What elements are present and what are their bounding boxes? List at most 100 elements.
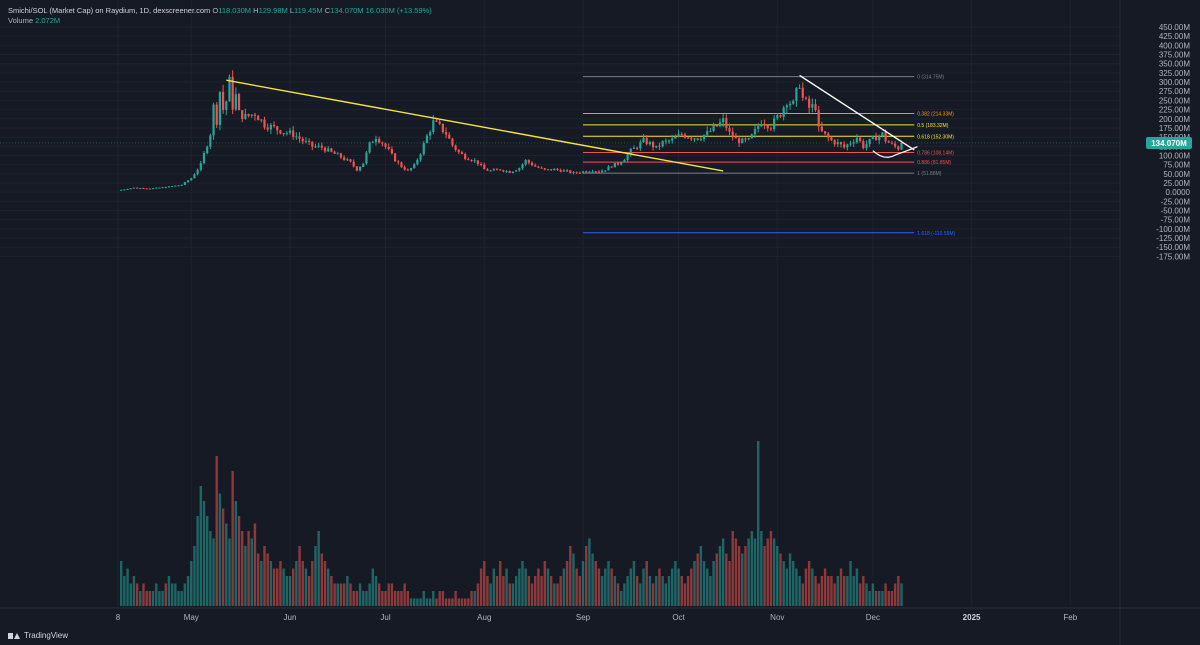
volume-bar — [435, 598, 438, 606]
grid — [0, 142, 1120, 144]
volume-bar — [686, 576, 690, 606]
candle-body — [836, 142, 839, 145]
symbol-title[interactable]: Smichi/SOL (Market Cap) on Raydium, 1D, … — [8, 6, 211, 15]
candle-body — [575, 172, 578, 174]
candle-body — [785, 105, 788, 108]
volume-bar — [626, 576, 629, 606]
time-tick-label: Dec — [866, 613, 880, 622]
candle-body — [651, 141, 655, 148]
candle-body — [881, 132, 884, 136]
volume-bar — [193, 546, 196, 606]
candle-body — [378, 138, 381, 143]
volume-bar — [400, 591, 403, 606]
drawn-trendlines[interactable] — [226, 74, 918, 172]
price-axis[interactable]: 450.00M425.00M400.00M375.00M350.00M325.0… — [1119, 0, 1191, 645]
candle-body — [457, 149, 460, 153]
candle-body — [381, 142, 384, 144]
candle-body — [136, 187, 139, 189]
candle-body — [266, 127, 269, 130]
candle-body — [323, 147, 327, 152]
volume-bar — [282, 568, 285, 606]
candle-body — [798, 87, 801, 89]
volume-bar — [645, 561, 648, 606]
volume-bar — [409, 598, 413, 606]
candle-body — [225, 101, 228, 111]
volume-bar — [167, 576, 171, 606]
candle-body — [126, 188, 129, 190]
volume-bar — [390, 583, 394, 606]
volume-bar — [776, 546, 779, 606]
price-tick-label: 225.00M — [1159, 106, 1190, 115]
candle-body — [897, 146, 900, 150]
candle-body — [492, 169, 495, 171]
volume-bar — [231, 471, 234, 606]
candle-body — [368, 142, 371, 153]
low-value: 119.45M — [294, 6, 323, 15]
candle-body — [833, 140, 836, 145]
volume-bar — [295, 561, 298, 606]
candle-body — [253, 114, 257, 116]
candlesticks[interactable] — [120, 70, 903, 191]
time-tick-label: Nov — [770, 613, 784, 622]
candle-body — [782, 107, 785, 117]
volume-bar — [629, 568, 632, 606]
candle-body — [588, 171, 591, 173]
fib-level-label: 0 (314.75M) — [917, 75, 944, 81]
price-tick-label: -125.00M — [1156, 234, 1190, 243]
volume-bar — [237, 516, 241, 606]
candle-body — [808, 98, 811, 108]
volume-bar — [788, 553, 792, 606]
candle-body — [400, 162, 403, 168]
volume-bar — [221, 508, 225, 606]
volume-bar — [632, 561, 636, 606]
price-tick-label: -175.00M — [1156, 252, 1190, 261]
volume-bar — [190, 561, 193, 606]
volume-bar — [804, 568, 808, 606]
volume-bar — [148, 591, 152, 606]
volume-bar — [276, 568, 279, 606]
time-tick-label: Feb — [1063, 613, 1077, 622]
volume-bar — [610, 568, 613, 606]
candle-body — [827, 133, 830, 138]
volume-bar — [836, 576, 840, 606]
candle-body — [499, 169, 502, 171]
price-badge-label: 134.070M — [1151, 139, 1187, 148]
time-tick-label: 2025 — [963, 613, 981, 622]
candle-body — [648, 141, 651, 145]
volume-bar — [132, 576, 136, 606]
candle-body — [585, 171, 588, 173]
price-tick-label: 75.00M — [1163, 161, 1190, 170]
price-tick-label: 0.0000 — [1166, 188, 1191, 197]
volume-bar — [521, 561, 524, 606]
candle-body — [358, 166, 362, 171]
candle-body — [371, 142, 374, 144]
volume-bar — [304, 568, 308, 606]
volume-bar — [620, 591, 623, 606]
candle-body — [629, 148, 632, 155]
tradingview-logo[interactable]: TradingView — [8, 631, 68, 640]
fib-level-label: 0.5 (183.32M) — [917, 123, 948, 129]
candle-body — [601, 170, 604, 173]
volume-bar — [537, 568, 540, 606]
candle-body — [722, 118, 725, 123]
volume-bar — [209, 531, 212, 606]
yellow-downtrend-line — [226, 79, 724, 172]
volume-bar — [690, 568, 693, 606]
volume-bar — [352, 591, 355, 606]
volume-bar — [734, 538, 738, 606]
volume-bar — [868, 591, 871, 606]
time-tick-label: 8 — [116, 613, 121, 622]
volume-bar — [460, 598, 464, 606]
time-axis[interactable]: 8 May Jun Jul Aug Sep Oct Nov Dec 2025 Feb — [0, 607, 1200, 622]
fibonacci-retracement[interactable]: 0 (314.75M) 0.382 (214.33M) 0.5 (183.32M) 0… — [583, 75, 956, 237]
volume-bar — [584, 546, 588, 606]
candle-body — [744, 138, 747, 140]
volume-bar — [693, 561, 696, 606]
candle-body — [868, 138, 871, 145]
candle-body — [734, 137, 737, 139]
volume-bar — [670, 568, 674, 606]
volume-bar — [613, 576, 617, 606]
volume-bar — [473, 591, 476, 606]
volume-bar — [336, 583, 339, 606]
